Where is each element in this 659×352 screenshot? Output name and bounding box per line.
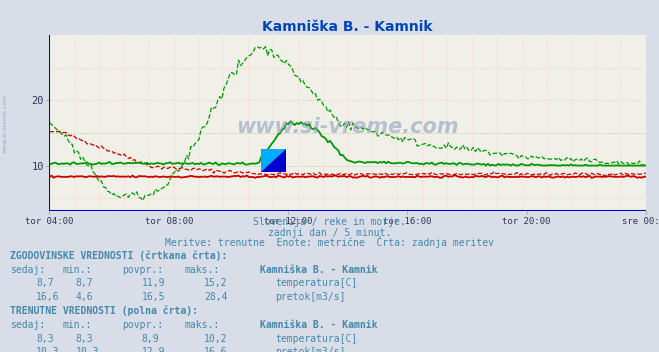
Text: 16,6: 16,6 — [204, 347, 228, 352]
Text: maks.:: maks.: — [185, 320, 219, 331]
Text: 28,4: 28,4 — [204, 291, 228, 302]
Text: 4,6: 4,6 — [76, 291, 94, 302]
Text: pretok[m3/s]: pretok[m3/s] — [275, 347, 346, 352]
Text: 10,3: 10,3 — [76, 347, 100, 352]
Text: 8,7: 8,7 — [76, 278, 94, 288]
Title: Kamniška B. - Kamnik: Kamniška B. - Kamnik — [262, 20, 433, 34]
Text: Kamniška B. - Kamnik: Kamniška B. - Kamnik — [260, 265, 378, 275]
Text: 8,7: 8,7 — [36, 278, 54, 288]
Polygon shape — [260, 149, 285, 172]
Text: Meritve: trenutne  Enote: metrične  Črta: zadnja meritev: Meritve: trenutne Enote: metrične Črta: … — [165, 237, 494, 249]
Text: www.si-vreme.com: www.si-vreme.com — [237, 117, 459, 137]
Text: min.:: min.: — [63, 320, 92, 331]
Text: povpr.:: povpr.: — [122, 320, 163, 331]
Text: 10,2: 10,2 — [204, 334, 228, 344]
Text: sedaj:: sedaj: — [10, 320, 45, 331]
Text: www.si-vreme.com: www.si-vreme.com — [3, 93, 8, 153]
Text: 12,9: 12,9 — [142, 347, 165, 352]
Text: temperatura[C]: temperatura[C] — [275, 334, 358, 344]
Text: maks.:: maks.: — [185, 265, 219, 275]
Text: zadnji dan / 5 minut.: zadnji dan / 5 minut. — [268, 228, 391, 238]
Text: sedaj:: sedaj: — [10, 265, 45, 275]
Text: 15,2: 15,2 — [204, 278, 228, 288]
Text: ZGODOVINSKE VREDNOSTI (črtkana črta):: ZGODOVINSKE VREDNOSTI (črtkana črta): — [10, 250, 227, 261]
Polygon shape — [260, 149, 285, 172]
Text: min.:: min.: — [63, 265, 92, 275]
Text: 8,9: 8,9 — [142, 334, 159, 344]
Text: TRENUTNE VREDNOSTI (polna črta):: TRENUTNE VREDNOSTI (polna črta): — [10, 306, 198, 316]
Text: povpr.:: povpr.: — [122, 265, 163, 275]
Text: pretok[m3/s]: pretok[m3/s] — [275, 291, 346, 302]
Text: 11,9: 11,9 — [142, 278, 165, 288]
Text: Slovenija / reke in morje.: Slovenija / reke in morje. — [253, 217, 406, 227]
Text: temperatura[C]: temperatura[C] — [275, 278, 358, 288]
Text: 8,3: 8,3 — [76, 334, 94, 344]
Text: Kamniška B. - Kamnik: Kamniška B. - Kamnik — [260, 320, 378, 331]
Text: 16,6: 16,6 — [36, 291, 60, 302]
Text: 8,3: 8,3 — [36, 334, 54, 344]
Text: 16,5: 16,5 — [142, 291, 165, 302]
Text: 10,3: 10,3 — [36, 347, 60, 352]
